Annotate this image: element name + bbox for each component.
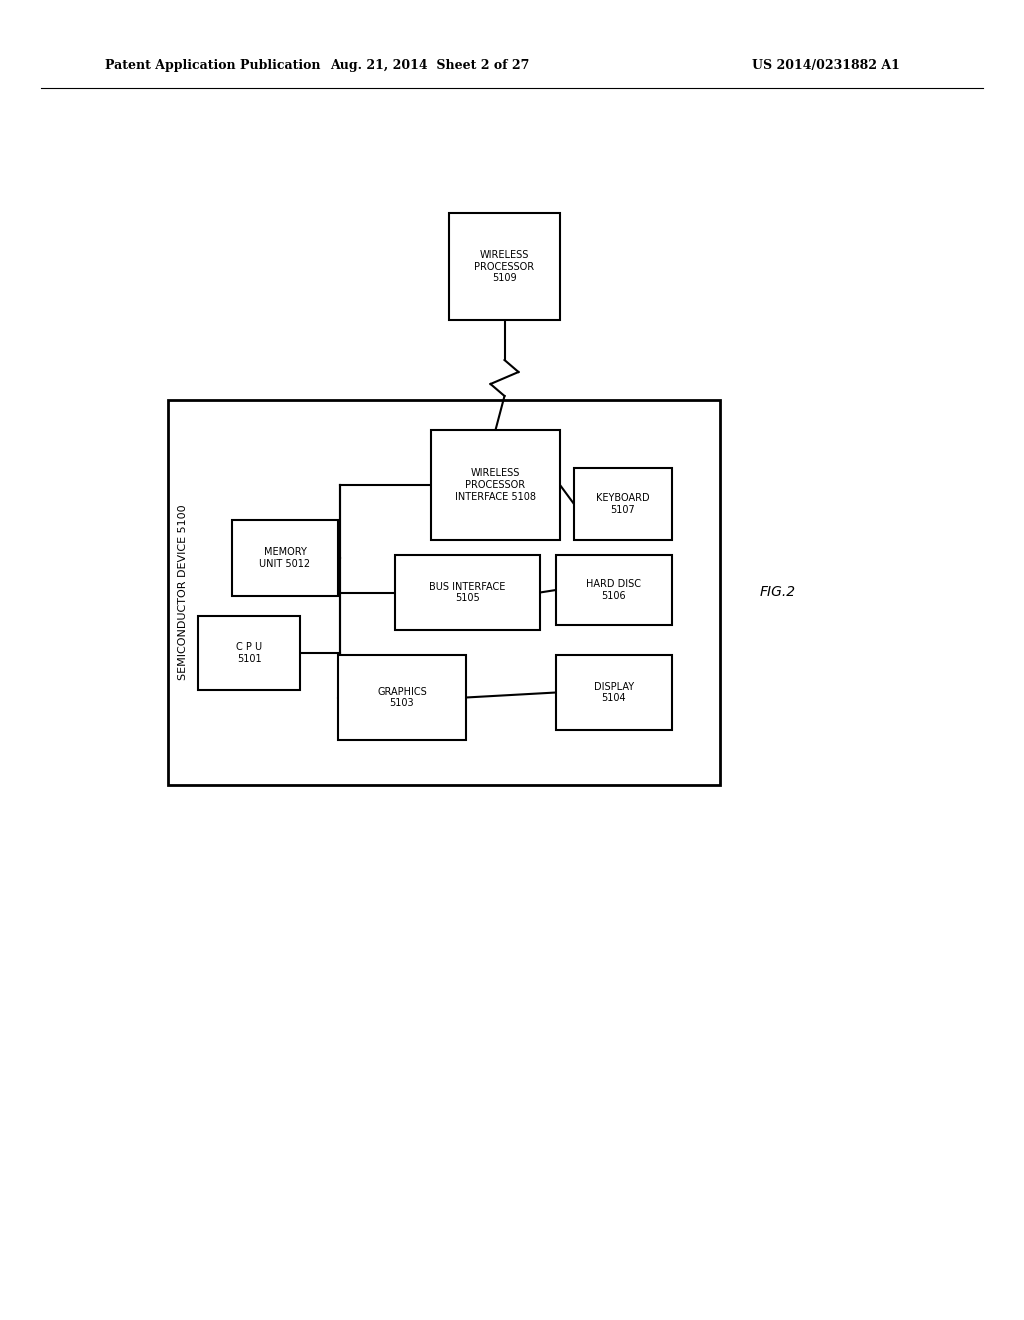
Text: Aug. 21, 2014  Sheet 2 of 27: Aug. 21, 2014 Sheet 2 of 27: [331, 58, 529, 71]
Bar: [168, 400, 720, 785]
Bar: [574, 469, 672, 540]
Bar: [449, 213, 560, 319]
Bar: [395, 554, 540, 630]
Text: C P U
5101: C P U 5101: [236, 643, 262, 664]
Text: WIRELESS
PROCESSOR
INTERFACE 5108: WIRELESS PROCESSOR INTERFACE 5108: [455, 469, 536, 502]
Bar: [198, 616, 300, 690]
Text: WIRELESS
PROCESSOR
5109: WIRELESS PROCESSOR 5109: [474, 249, 535, 282]
Text: FIG.2: FIG.2: [760, 585, 796, 599]
Text: BUS INTERFACE
5105: BUS INTERFACE 5105: [429, 582, 506, 603]
Bar: [338, 655, 466, 741]
Text: Patent Application Publication: Patent Application Publication: [105, 58, 321, 71]
Text: US 2014/0231882 A1: US 2014/0231882 A1: [752, 58, 900, 71]
Bar: [431, 430, 560, 540]
Bar: [556, 554, 672, 624]
Bar: [232, 520, 338, 597]
Text: SEMICONDUCTOR DEVICE 5100: SEMICONDUCTOR DEVICE 5100: [178, 504, 188, 680]
Text: MEMORY
UNIT 5012: MEMORY UNIT 5012: [259, 548, 310, 569]
Text: KEYBOARD
5107: KEYBOARD 5107: [596, 494, 650, 515]
Text: DISPLAY
5104: DISPLAY 5104: [594, 681, 634, 704]
Bar: [556, 655, 672, 730]
Text: HARD DISC
5106: HARD DISC 5106: [587, 579, 641, 601]
Text: GRAPHICS
5103: GRAPHICS 5103: [377, 686, 427, 709]
